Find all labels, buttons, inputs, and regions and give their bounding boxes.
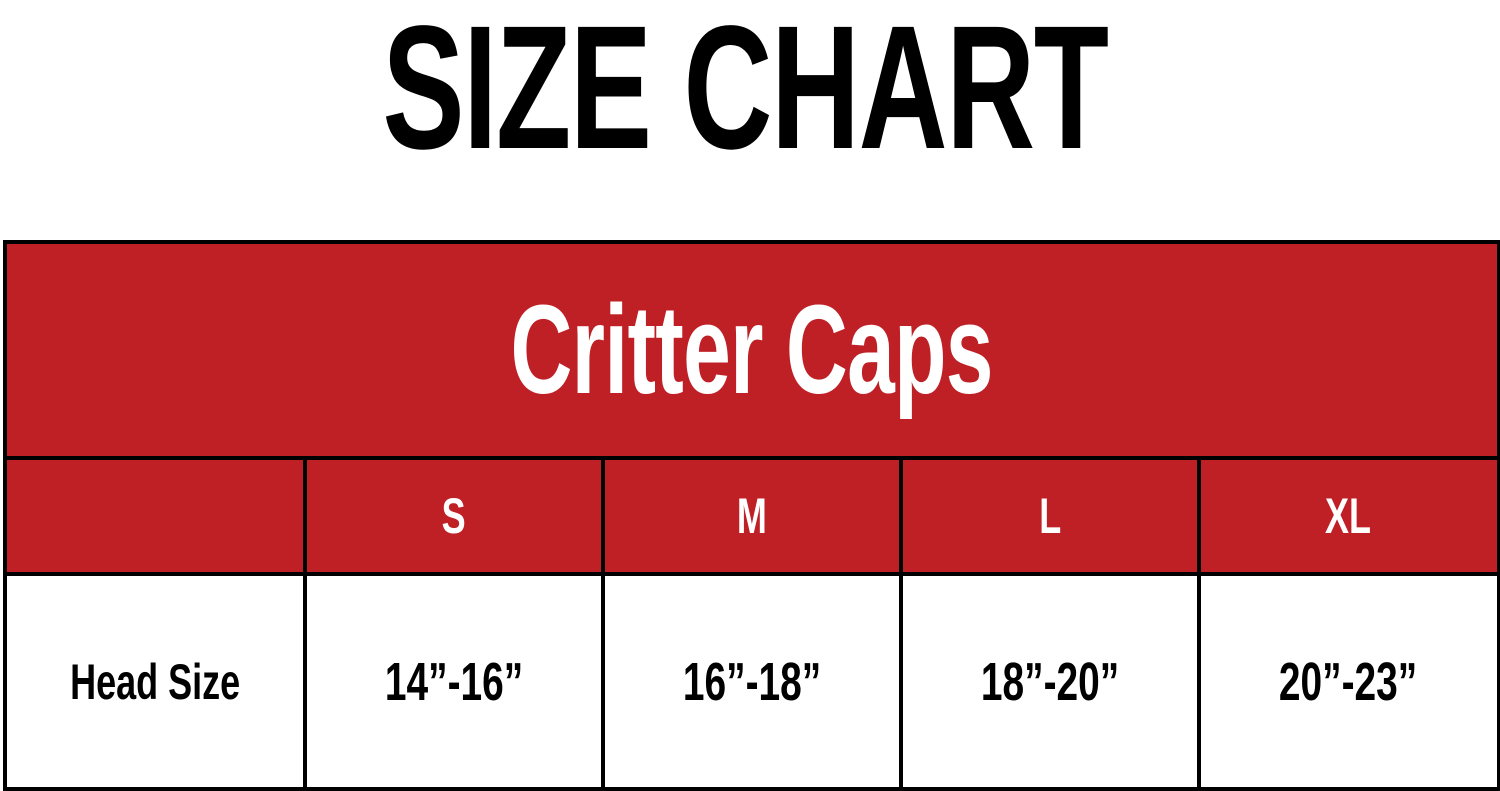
title-text: SIZE CHART [382, 0, 1109, 186]
header-corner-cell [7, 460, 303, 572]
size-header-s: S [303, 460, 601, 572]
value-m: 16”-18” [601, 576, 899, 787]
value-l: 18”-20” [899, 576, 1197, 787]
page-title: SIZE CHART [0, 0, 1500, 186]
size-chart-table: Critter Caps S M L XL Head Size 14”-16” … [3, 240, 1500, 791]
brand-header: Critter Caps [7, 244, 1497, 460]
size-header-m: M [601, 460, 899, 572]
value-s: 14”-16” [303, 576, 601, 787]
size-header-l: L [899, 460, 1197, 572]
value-xl: 20”-23” [1197, 576, 1495, 787]
size-header-row: S M L XL [7, 460, 1497, 576]
size-header-xl: XL [1197, 460, 1495, 572]
brand-name: Critter Caps [510, 279, 994, 420]
row-label-head-size: Head Size [69, 653, 241, 710]
table-row: Head Size 14”-16” 16”-18” 18”-20” 20”-23… [7, 576, 1497, 787]
